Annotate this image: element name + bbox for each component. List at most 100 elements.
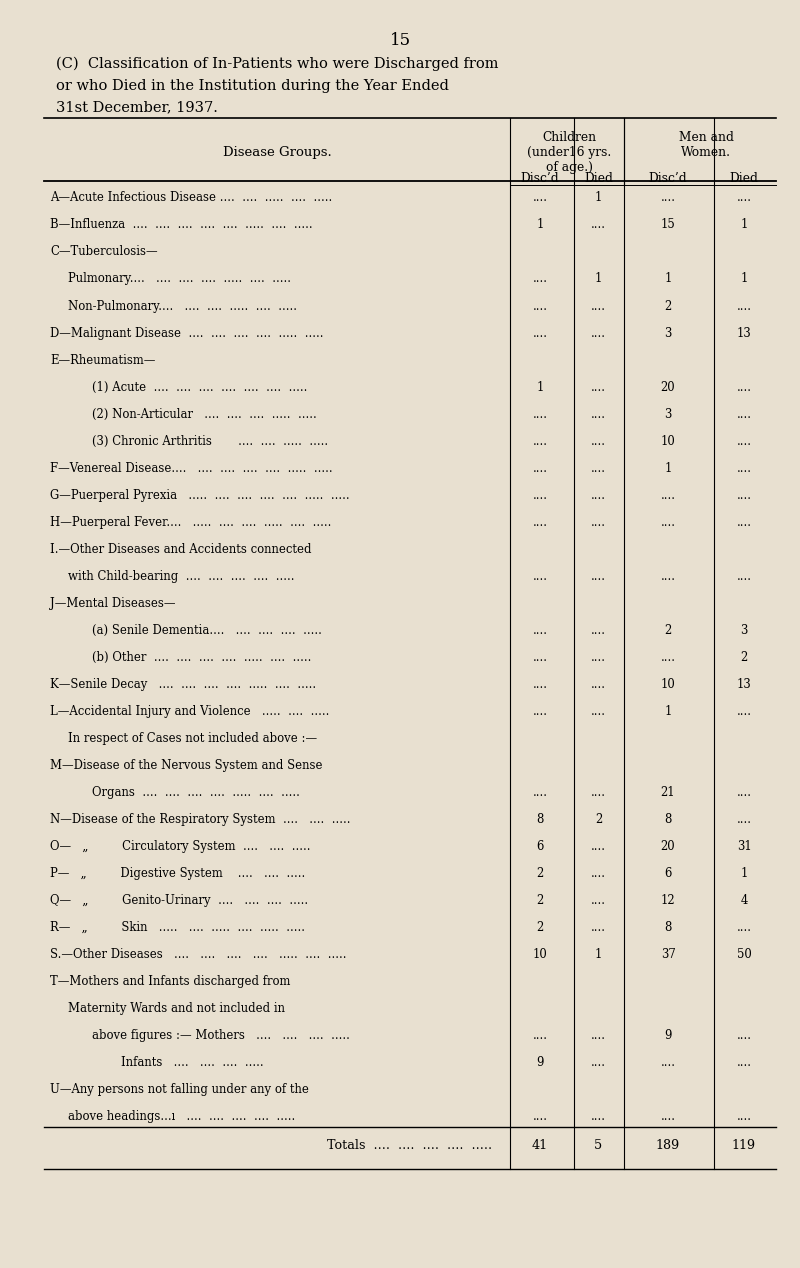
Text: 2: 2 bbox=[536, 921, 544, 933]
Text: 13: 13 bbox=[737, 677, 751, 691]
Text: Pulmonary....   ....  ....  ....  .....  ....  .....: Pulmonary.... .... .... .... ..... .... … bbox=[68, 273, 291, 285]
Text: ....: .... bbox=[533, 677, 547, 691]
Text: Totals  ....  ....  ....  ....  .....: Totals .... .... .... .... ..... bbox=[327, 1139, 492, 1151]
Text: In respect of Cases not included above :—: In respect of Cases not included above :… bbox=[68, 732, 317, 744]
Text: Died: Died bbox=[730, 172, 758, 185]
Text: 31st December, 1937.: 31st December, 1937. bbox=[56, 100, 218, 114]
Text: ....: .... bbox=[737, 380, 751, 393]
Text: Children
(under16 yrs.
of age.): Children (under16 yrs. of age.) bbox=[527, 131, 611, 174]
Text: 1: 1 bbox=[536, 380, 544, 393]
Text: above figures :— Mothers   ....   ....   ....  .....: above figures :— Mothers .... .... .... … bbox=[92, 1028, 350, 1042]
Text: ....: .... bbox=[661, 650, 675, 663]
Text: M—Disease of the Nervous System and Sense: M—Disease of the Nervous System and Sens… bbox=[50, 758, 323, 772]
Text: ....: .... bbox=[591, 866, 606, 880]
Text: with Child-bearing  ....  ....  ....  ....  .....: with Child-bearing .... .... .... .... .… bbox=[68, 569, 294, 582]
Text: 13: 13 bbox=[737, 327, 751, 340]
Text: 1: 1 bbox=[740, 218, 748, 232]
Text: 1: 1 bbox=[664, 462, 672, 474]
Text: (1) Acute  ....  ....  ....  ....  ....  ....  .....: (1) Acute .... .... .... .... .... .... … bbox=[92, 380, 307, 393]
Text: 10: 10 bbox=[661, 677, 675, 691]
Text: ....: .... bbox=[737, 462, 751, 474]
Text: Organs  ....  ....  ....  ....  .....  ....  .....: Organs .... .... .... .... ..... .... ..… bbox=[92, 786, 300, 799]
Text: 8: 8 bbox=[536, 813, 544, 825]
Text: 5: 5 bbox=[594, 1139, 602, 1151]
Text: N—Disease of the Respiratory System  ....   ....  .....: N—Disease of the Respiratory System ....… bbox=[50, 813, 351, 825]
Text: ....: .... bbox=[533, 1028, 547, 1042]
Text: ....: .... bbox=[591, 462, 606, 474]
Text: ....: .... bbox=[591, 839, 606, 852]
Text: ....: .... bbox=[661, 516, 675, 529]
Text: 1: 1 bbox=[594, 947, 602, 961]
Text: Q—   „         Genito-Urinary  ....   ....  ....  .....: Q— „ Genito-Urinary .... .... .... ..... bbox=[50, 894, 309, 907]
Text: 2: 2 bbox=[536, 894, 544, 907]
Text: 21: 21 bbox=[661, 786, 675, 799]
Text: 37: 37 bbox=[661, 947, 675, 961]
Text: ....: .... bbox=[591, 218, 606, 232]
Text: 1: 1 bbox=[536, 218, 544, 232]
Text: 9: 9 bbox=[664, 1028, 672, 1042]
Text: ....: .... bbox=[591, 894, 606, 907]
Text: S.—Other Diseases   ....   ....   ....   ....   .....  ....  .....: S.—Other Diseases .... .... .... .... ..… bbox=[50, 947, 347, 961]
Text: 3: 3 bbox=[664, 327, 672, 340]
Text: ....: .... bbox=[591, 299, 606, 312]
Text: ....: .... bbox=[533, 273, 547, 285]
Text: or who Died in the Institution during the Year Ended: or who Died in the Institution during th… bbox=[56, 79, 449, 93]
Text: ....: .... bbox=[737, 813, 751, 825]
Text: 119: 119 bbox=[732, 1139, 756, 1151]
Text: Non-Pulmonary....   ....  ....  .....  ....  .....: Non-Pulmonary.... .... .... ..... .... .… bbox=[68, 299, 297, 312]
Text: 6: 6 bbox=[536, 839, 544, 852]
Text: ....: .... bbox=[591, 488, 606, 502]
Text: ....: .... bbox=[533, 299, 547, 312]
Text: ....: .... bbox=[533, 327, 547, 340]
Text: 20: 20 bbox=[661, 380, 675, 393]
Text: C—Tuberculosis—: C—Tuberculosis— bbox=[50, 246, 158, 259]
Text: P—   „         Digestive System    ....   ....  .....: P— „ Digestive System .... .... ..... bbox=[50, 866, 306, 880]
Text: 4: 4 bbox=[740, 894, 748, 907]
Text: 6: 6 bbox=[664, 866, 672, 880]
Text: ....: .... bbox=[737, 1056, 751, 1069]
Text: (C)  Classification of In-Patients who were Discharged from: (C) Classification of In-Patients who we… bbox=[56, 57, 498, 71]
Text: ....: .... bbox=[737, 705, 751, 718]
Text: ....: .... bbox=[533, 516, 547, 529]
Text: Disease Groups.: Disease Groups. bbox=[223, 146, 331, 158]
Text: ....: .... bbox=[591, 569, 606, 582]
Text: ....: .... bbox=[533, 650, 547, 663]
Text: E—Rheumatism—: E—Rheumatism— bbox=[50, 354, 156, 366]
Text: 15: 15 bbox=[661, 218, 675, 232]
Text: Maternity Wards and not included in: Maternity Wards and not included in bbox=[68, 1002, 285, 1014]
Text: ....: .... bbox=[533, 407, 547, 421]
Text: ....: .... bbox=[591, 677, 606, 691]
Text: ....: .... bbox=[737, 1028, 751, 1042]
Text: ....: .... bbox=[591, 705, 606, 718]
Text: ....: .... bbox=[661, 569, 675, 582]
Text: ....: .... bbox=[533, 1110, 547, 1122]
Text: ....: .... bbox=[661, 1110, 675, 1122]
Text: 15: 15 bbox=[390, 32, 410, 48]
Text: ....: .... bbox=[737, 1110, 751, 1122]
Text: 1: 1 bbox=[594, 191, 602, 204]
Text: 3: 3 bbox=[664, 407, 672, 421]
Text: ....: .... bbox=[737, 569, 751, 582]
Text: (b) Other  ....  ....  ....  ....  .....  ....  .....: (b) Other .... .... .... .... ..... ....… bbox=[92, 650, 311, 663]
Text: ....: .... bbox=[737, 299, 751, 312]
Text: G—Puerperal Pyrexia   .....  ....  ....  ....  ....  .....  .....: G—Puerperal Pyrexia ..... .... .... ....… bbox=[50, 488, 350, 502]
Text: L—Accidental Injury and Violence   .....  ....  .....: L—Accidental Injury and Violence ..... .… bbox=[50, 705, 330, 718]
Text: ....: .... bbox=[591, 1028, 606, 1042]
Text: 31: 31 bbox=[737, 839, 751, 852]
Text: (a) Senile Dementia....   ....  ....  ....  .....: (a) Senile Dementia.... .... .... .... .… bbox=[92, 624, 322, 637]
Text: ....: .... bbox=[661, 488, 675, 502]
Text: Infants   ....   ....  ....  .....: Infants .... .... .... ..... bbox=[121, 1056, 263, 1069]
Text: ....: .... bbox=[737, 488, 751, 502]
Text: 1: 1 bbox=[664, 273, 672, 285]
Text: 2: 2 bbox=[740, 650, 748, 663]
Text: 9: 9 bbox=[536, 1056, 544, 1069]
Text: 189: 189 bbox=[656, 1139, 680, 1151]
Text: J—Mental Diseases—: J—Mental Diseases— bbox=[50, 596, 176, 610]
Text: ....: .... bbox=[533, 462, 547, 474]
Text: K—Senile Decay   ....  ....  ....  ....  .....  ....  .....: K—Senile Decay .... .... .... .... .....… bbox=[50, 677, 317, 691]
Text: ....: .... bbox=[591, 327, 606, 340]
Text: H—Puerperal Fever....   .....  ....  ....  .....  ....  .....: H—Puerperal Fever.... ..... .... .... ..… bbox=[50, 516, 332, 529]
Text: 1: 1 bbox=[664, 705, 672, 718]
Text: T—Mothers and Infants discharged from: T—Mothers and Infants discharged from bbox=[50, 975, 290, 988]
Text: ....: .... bbox=[591, 1110, 606, 1122]
